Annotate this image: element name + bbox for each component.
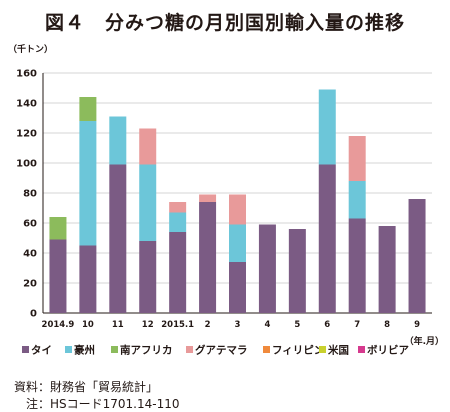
- chart-title: 図４ 分みつ糖の月別国別輸入量の推移: [44, 12, 405, 34]
- x-tick-label: 10: [82, 320, 94, 330]
- bar-segment: [49, 239, 67, 313]
- bar-segment: [318, 89, 336, 165]
- x-tick-label: 2015.1: [161, 320, 194, 330]
- stacked-bar-chart: （千トン） 0 20 40 60 80 100 120 140 160 2014.9 10 11 12…: [8, 43, 444, 357]
- bar-segment: [49, 217, 67, 240]
- bar-segment: [109, 164, 127, 313]
- bar-segment: [258, 224, 276, 313]
- bars: [49, 89, 426, 313]
- bar-segment: [229, 262, 246, 313]
- legend-label: ボリビア: [367, 344, 409, 357]
- bar-segment: [139, 164, 157, 241]
- x-tick-label: 4: [264, 320, 270, 330]
- x-tick-label: 12: [142, 320, 154, 330]
- x-tick-label: 9: [414, 320, 420, 330]
- legend-swatch: [22, 346, 29, 353]
- bar-segment: [169, 232, 187, 313]
- bar-segment: [318, 164, 336, 313]
- bar-segment: [288, 229, 306, 313]
- bar-segment: [79, 97, 97, 121]
- bar-segment: [199, 202, 217, 313]
- legend: タイ 豪州 南アフリカ グアテマラ フィリピン 米国 ボリビア: [22, 344, 409, 357]
- legend-label: タイ: [31, 345, 52, 357]
- legend-label: 米国: [327, 344, 349, 357]
- x-tick-label: 3: [235, 320, 241, 330]
- bar-segment: [109, 116, 127, 165]
- bar-segment: [408, 199, 426, 313]
- y-tick-label: 160: [16, 69, 37, 80]
- y-tick-label: 60: [23, 219, 37, 230]
- source-note: 資料：財務省「貿易統計」: [14, 380, 159, 394]
- legend-swatch: [319, 346, 326, 353]
- x-tick-label: 5: [294, 320, 300, 330]
- bar-segment: [199, 194, 217, 202]
- legend-label: フィリピン: [272, 345, 324, 357]
- y-tick-label: 0: [30, 309, 37, 320]
- x-tick-label: 2: [205, 320, 211, 330]
- y-tick-label: 40: [23, 249, 37, 260]
- legend-swatch: [186, 346, 193, 353]
- legend-swatch: [65, 346, 72, 353]
- y-tick-label: 20: [23, 279, 37, 290]
- bar-segment: [348, 136, 366, 181]
- legend-label: 南アフリカ: [120, 344, 173, 357]
- bar-segment: [169, 202, 187, 213]
- y-tick-label: 80: [23, 189, 37, 200]
- bar-segment: [348, 218, 366, 313]
- bar-segment: [229, 224, 246, 262]
- y-tick-label: 100: [16, 159, 37, 170]
- hs-code-note: 注：HSコード1701.14-110: [14, 397, 180, 411]
- bar-segment: [378, 226, 396, 313]
- x-tick-label: 7: [354, 320, 360, 330]
- x-tick-label: 11: [112, 320, 124, 330]
- legend-swatch: [263, 346, 270, 353]
- y-tick-label: 140: [16, 99, 37, 110]
- bar-segment: [169, 212, 187, 232]
- y-tick-label: 120: [16, 129, 37, 140]
- x-axis-unit: （年.月）: [405, 335, 444, 347]
- x-ticks: 2014.9 10 11 12 2015.1 2 3 4 5 6 7 8 9: [42, 320, 421, 330]
- bar-segment: [139, 128, 157, 165]
- bar-segment: [79, 121, 97, 246]
- x-tick-label: 2014.9: [42, 320, 75, 330]
- x-tick-label: 6: [324, 320, 330, 330]
- bar-segment: [79, 245, 97, 313]
- legend-swatch: [358, 346, 365, 353]
- legend-swatch: [111, 346, 118, 353]
- bar-segment: [139, 241, 157, 313]
- y-axis-label: （千トン）: [8, 43, 53, 55]
- x-tick-label: 8: [384, 320, 390, 330]
- y-ticks: 0 20 40 60 80 100 120 140 160: [16, 69, 37, 320]
- legend-label: 豪州: [74, 344, 95, 357]
- bar-segment: [229, 194, 246, 225]
- legend-label: グアテマラ: [195, 344, 248, 357]
- bar-segment: [348, 181, 366, 219]
